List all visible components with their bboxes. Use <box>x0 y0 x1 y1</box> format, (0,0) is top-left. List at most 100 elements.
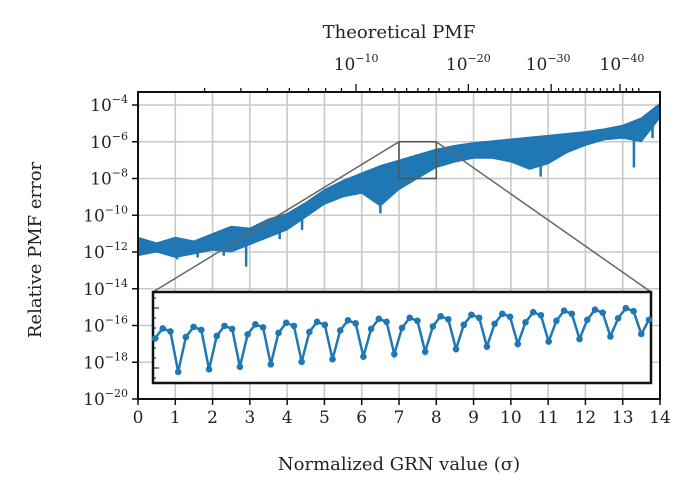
x-tick-label: 1 <box>170 408 181 428</box>
inset-data-point <box>491 320 498 328</box>
top-axis-label: Theoretical PMF <box>323 22 476 43</box>
x-tick-label: 8 <box>431 408 442 428</box>
zoom-indicator <box>152 140 652 293</box>
inset-data-point <box>429 323 437 330</box>
x-tick-label: 0 <box>133 408 144 428</box>
zoom-connector-right <box>435 141 652 293</box>
inset-data-point <box>545 338 552 345</box>
inset-data-point <box>298 358 305 366</box>
y-tick-label-exponent: −8 <box>112 167 128 180</box>
inset-data-point <box>174 368 182 376</box>
inset-data-point <box>282 319 290 327</box>
inset-data-point <box>336 327 344 334</box>
y-tick-label: 10−8 <box>90 167 128 190</box>
inset-data-point <box>259 324 267 331</box>
inset-data-point <box>637 330 645 338</box>
inset-data-point <box>452 345 460 353</box>
inset-data-point <box>406 314 414 322</box>
y-tick-label: 10−20 <box>83 387 128 410</box>
inset-plot <box>151 290 653 385</box>
x-tick-label: 9 <box>468 408 479 428</box>
inset-data-point <box>198 326 205 334</box>
inset-data-point <box>182 333 190 341</box>
y-tick-label: 10−4 <box>90 93 128 116</box>
inset-data-point <box>568 310 576 318</box>
zoom-rectangle <box>398 140 438 180</box>
y-tick-label: 10−12 <box>83 240 128 263</box>
inset-data-point <box>321 321 329 329</box>
inset-data-point <box>622 304 630 312</box>
inset-data-point <box>151 335 159 342</box>
y-tick-label-exponent: −4 <box>112 93 128 106</box>
inset-data-point <box>645 316 653 324</box>
top-tick-label: 10−30 <box>526 52 571 75</box>
axes: 0 1 2 3 4 5 6 7 8 9 10 11 12 13 1410−410−610−810−1010−… <box>83 52 671 428</box>
inset-data-point <box>514 340 522 348</box>
y-tick-label-exponent: −16 <box>105 314 128 327</box>
inset-data-point <box>537 311 545 319</box>
top-tick-label-exponent: −40 <box>621 52 644 65</box>
inset-data-point <box>290 322 298 330</box>
inset-data-point <box>390 350 398 358</box>
y-tick-label-base: 10 <box>83 317 105 337</box>
inset-data-point <box>205 366 213 373</box>
inset-data-point <box>591 306 599 313</box>
inset-data-point <box>228 325 236 333</box>
y-tick-label-exponent: −18 <box>105 350 128 363</box>
inset-data-point <box>583 316 591 324</box>
inset-data-point <box>167 328 174 335</box>
y-tick-label-base: 10 <box>90 170 112 190</box>
y-tick-label-exponent: −10 <box>105 203 128 216</box>
inset-data-point <box>607 333 614 340</box>
y-tick-label: 10−18 <box>83 350 128 373</box>
inset-data-point <box>560 307 568 315</box>
y-tick-label: 10−14 <box>83 277 128 300</box>
y-tick-label-exponent: −6 <box>112 130 128 143</box>
inset-data-point <box>460 321 468 329</box>
x-tick-label: 5 <box>319 408 330 428</box>
top-tick-label-exponent: −30 <box>547 52 570 65</box>
y-tick-label-exponent: −12 <box>105 240 128 253</box>
y-tick-label-base: 10 <box>83 206 105 226</box>
inset-data-point <box>252 321 259 328</box>
inset-data-point <box>529 308 537 316</box>
x-tick-label: 3 <box>244 408 255 428</box>
inset-data-point <box>630 307 637 315</box>
inset-data-point <box>414 317 421 325</box>
inset-data-point <box>367 325 375 333</box>
inset-data-point <box>499 310 506 318</box>
inset-data-point <box>352 320 359 327</box>
inset-data-point <box>275 329 282 337</box>
inset-data-point <box>329 355 336 363</box>
inset-data-point <box>236 363 244 371</box>
inset-data-point <box>506 313 514 321</box>
y-tick-label-base: 10 <box>83 243 105 263</box>
top-tick-label-exponent: −20 <box>468 52 491 65</box>
inset-data-point <box>306 328 313 336</box>
y-tick-label-base: 10 <box>83 280 105 300</box>
y-tick-label: 10−6 <box>90 130 128 153</box>
inset-data-point <box>614 314 622 322</box>
inset-data-point <box>475 314 483 322</box>
x-tick-label: 10 <box>500 408 522 428</box>
y-tick-label-base: 10 <box>90 96 112 116</box>
inset-data-point <box>576 335 583 343</box>
inset-data-point <box>213 332 221 340</box>
inset-data-point <box>421 348 429 355</box>
inset-frame <box>151 290 653 385</box>
inset-data-point <box>483 343 491 350</box>
top-tick-label-base: 10 <box>526 55 548 75</box>
inset-data-point <box>437 312 444 320</box>
x-tick-label: 13 <box>612 408 634 428</box>
inset-data-point <box>344 317 352 324</box>
top-tick-label-base: 10 <box>600 55 622 75</box>
x-tick-label: 6 <box>356 408 367 428</box>
inset-data-point <box>244 331 251 338</box>
x-tick-label: 14 <box>649 408 671 428</box>
top-tick-label-exponent: −10 <box>355 52 378 65</box>
top-tick-label-base: 10 <box>446 55 468 75</box>
inset-data-point <box>398 324 406 332</box>
inset-data-point <box>445 316 452 323</box>
y-tick-label-exponent: −14 <box>105 277 128 290</box>
y-tick-label-base: 10 <box>83 353 105 373</box>
